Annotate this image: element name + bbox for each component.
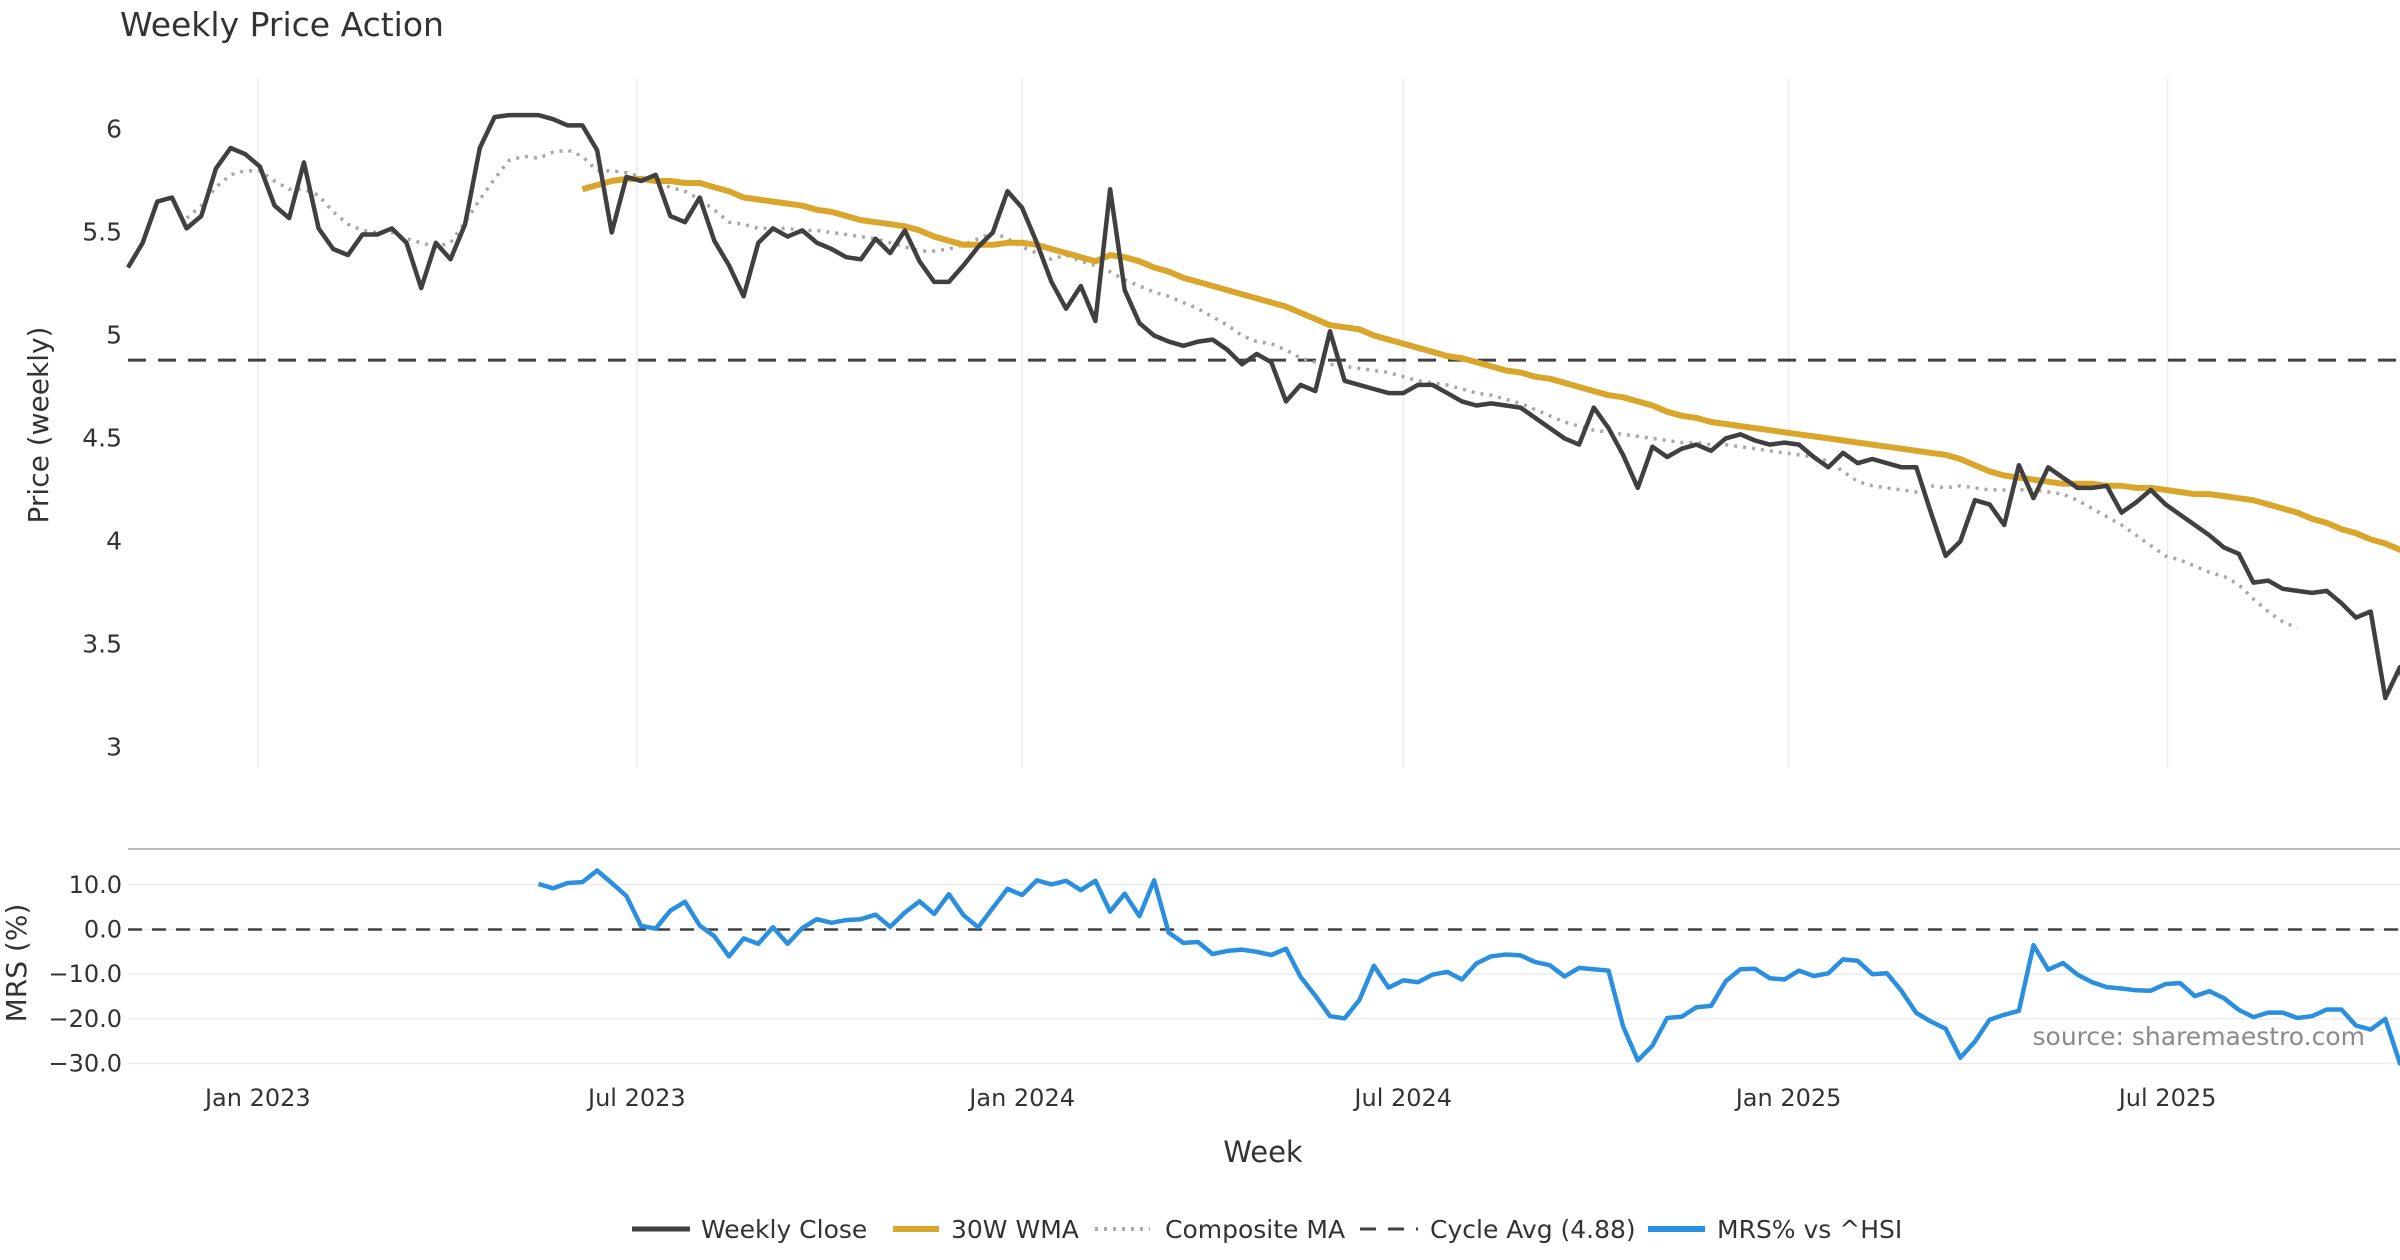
price-y-axis-ticks: 3 3.5 4 4.5 5 5.5 6: [82, 114, 122, 761]
mrs-y-tick-label: −20.0: [48, 1005, 122, 1033]
mrs-y-tick-label: −10.0: [48, 960, 122, 988]
composite-ma-line: [185, 148, 2299, 630]
price-y-tick-label: 3: [106, 732, 122, 761]
x-tick-label: Jan 2025: [1734, 1084, 1842, 1112]
x-tick-label: Jul 2023: [586, 1084, 686, 1112]
source-note: source: sharemaestro.com: [2033, 1022, 2366, 1051]
legend-label-weekly-close: Weekly Close: [701, 1215, 867, 1244]
x-tick-label: Jan 2023: [203, 1084, 311, 1112]
mrs-y-tick-label: 0.0: [84, 915, 122, 943]
mrs-y-tick-label: −30.0: [48, 1050, 122, 1078]
legend-label-cycle-avg: Cycle Avg (4.88): [1430, 1215, 1636, 1244]
x-tick-label: Jul 2024: [1352, 1084, 1452, 1112]
price-y-tick-label: 4: [106, 526, 122, 555]
price-y-tick-label: 5.5: [82, 217, 122, 246]
price-y-tick-label: 3.5: [82, 629, 122, 658]
x-axis-ticks: Jan 2023 Jul 2023 Jan 2024 Jul 2024 Jan 2025…: [203, 1084, 2216, 1112]
price-y-tick-label: 6: [106, 114, 122, 143]
mrs-line: [537, 868, 2400, 1066]
price-y-axis-label: Price (weekly): [22, 327, 55, 524]
x-axis-label: Week: [1223, 1135, 1303, 1169]
x-tick-label: Jul 2025: [2117, 1084, 2217, 1112]
chart-title: Weekly Price Action: [120, 5, 444, 44]
legend-label-composite-ma: Composite MA: [1165, 1215, 1345, 1244]
mrs-y-axis-ticks: 10.0 0.0 −10.0 −20.0 −30.0: [48, 871, 122, 1078]
mrs-y-axis-label: MRS (%): [0, 904, 33, 1023]
price-panel-gridlines: [257, 78, 2169, 768]
legend-label-mrs: MRS% vs ^HSI: [1717, 1215, 1902, 1244]
x-tick-label: Jan 2024: [967, 1084, 1075, 1112]
legend: Weekly Close 30W WMA Composite MA Cycle …: [632, 1215, 1902, 1244]
mrs-y-tick-label: 10.0: [69, 871, 122, 899]
price-y-tick-label: 5: [106, 320, 122, 349]
wma-30w-line: [581, 175, 2400, 553]
legend-label-wma-30w: 30W WMA: [951, 1215, 1079, 1244]
price-y-tick-label: 4.5: [82, 423, 122, 452]
weekly-close-line: [126, 112, 2400, 701]
